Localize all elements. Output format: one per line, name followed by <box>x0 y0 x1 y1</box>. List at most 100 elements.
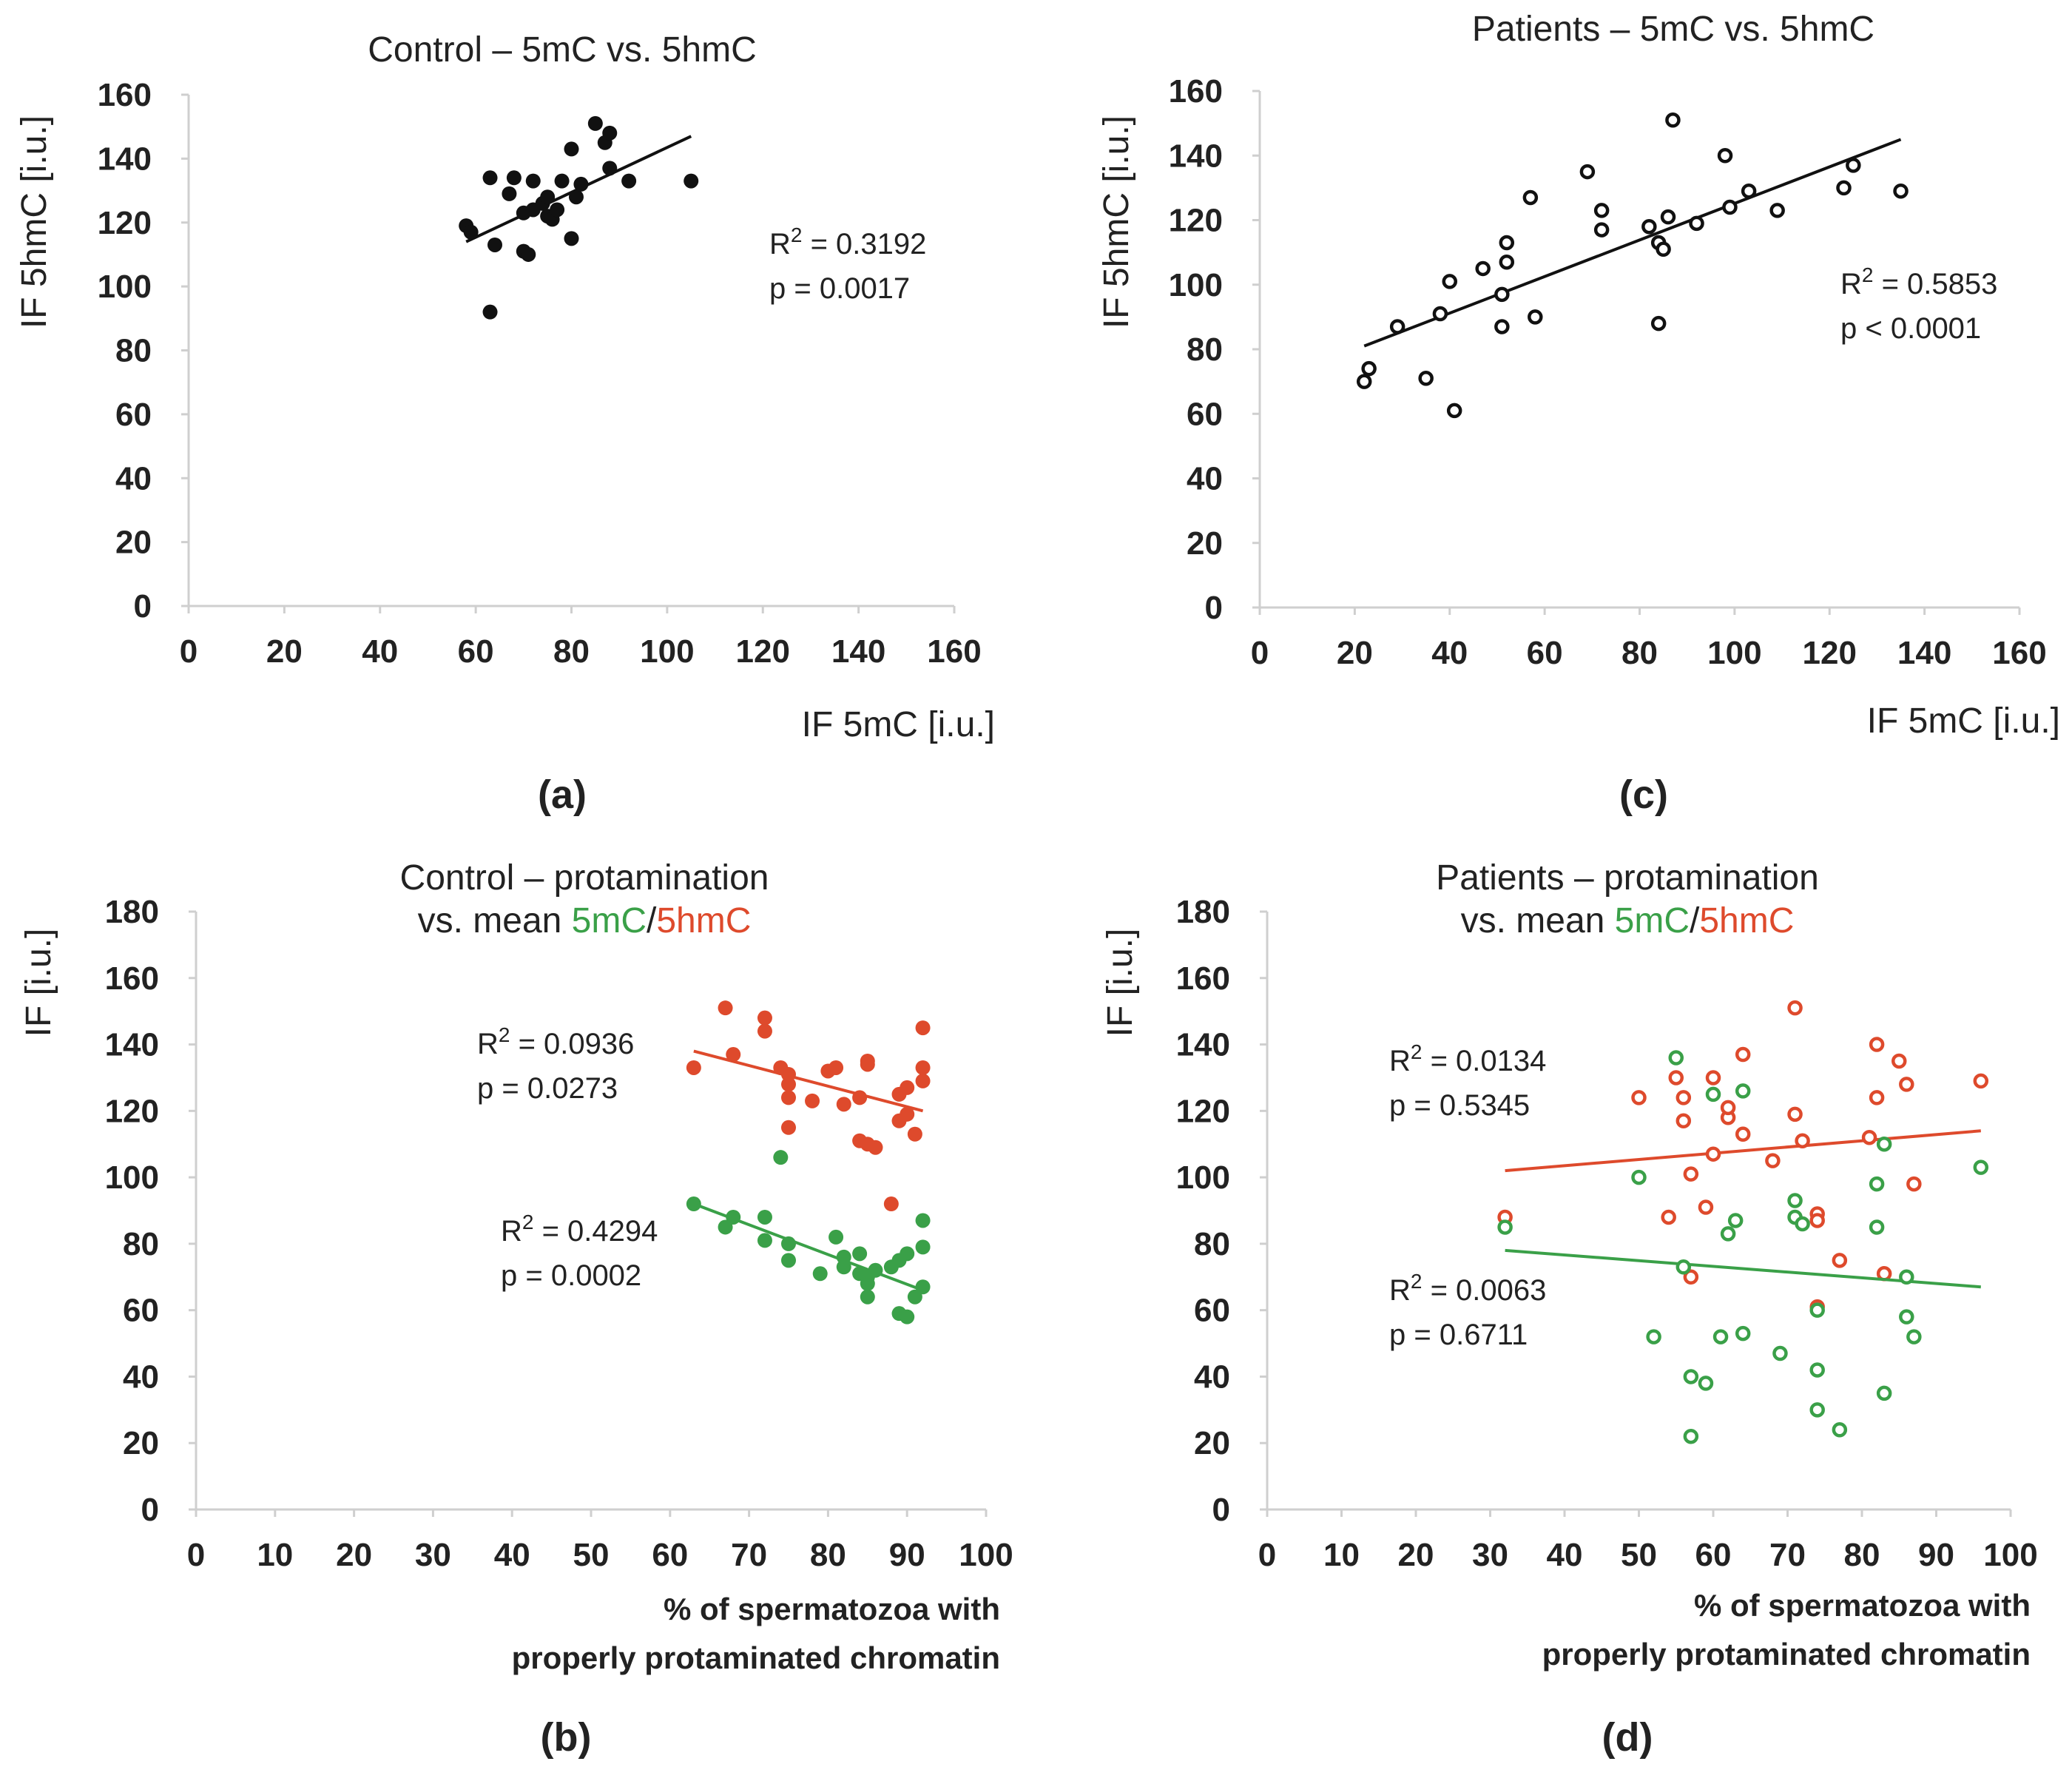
data-point <box>1499 254 1515 270</box>
x-tick-label: 160 <box>1992 635 2046 671</box>
series-patients: R2 = 0.5853 p < 0.0001 <box>1356 112 1997 419</box>
y-tick-label: 20 <box>1194 1425 1230 1461</box>
data-point <box>482 304 498 320</box>
data-point <box>1593 203 1610 218</box>
data-point <box>829 1060 844 1075</box>
data-point <box>1906 1176 1922 1192</box>
data-point <box>1656 241 1671 257</box>
panel-a: 0 20 40 60 80 100 120 140 160 0 20 40 60 80 100 120 140 1… <box>15 30 995 817</box>
x-tick-label: 10 <box>1323 1537 1360 1573</box>
data-point <box>883 1196 899 1212</box>
data-point <box>1528 309 1543 325</box>
data-point <box>1499 235 1515 251</box>
data-point <box>1668 1070 1684 1085</box>
data-point <box>1741 183 1757 199</box>
data-point <box>868 1140 883 1155</box>
data-point <box>506 170 522 186</box>
y-tick-label: 0 <box>1212 1492 1230 1528</box>
data-point <box>568 189 584 205</box>
data-point <box>686 1060 701 1075</box>
series-5mc: R2 = 0.4294 p = 0.0002 <box>501 1150 931 1324</box>
data-point <box>1442 274 1457 289</box>
data-point <box>1720 1226 1736 1242</box>
data-point <box>781 1120 796 1135</box>
data-point <box>1769 203 1785 218</box>
y-tick-label: 160 <box>1169 73 1223 110</box>
data-point <box>1676 1259 1692 1275</box>
data-point <box>550 202 565 218</box>
y-tick-label: 120 <box>98 205 152 241</box>
data-point <box>1722 199 1738 215</box>
data-point <box>915 1213 931 1228</box>
data-point <box>1809 1302 1825 1318</box>
x-tick-label: 60 <box>652 1537 688 1573</box>
x-tick-label: 40 <box>1547 1537 1583 1573</box>
data-point <box>1869 1037 1885 1052</box>
data-point <box>907 1289 922 1305</box>
x-tick-label: 30 <box>1472 1537 1508 1573</box>
x-tick-label: 140 <box>1897 635 1951 671</box>
data-point <box>1735 1325 1751 1342</box>
series-5hmc: R2 = 0.0936 p = 0.0273 <box>477 1000 931 1212</box>
data-point <box>1809 1402 1825 1418</box>
data-point <box>726 1209 741 1225</box>
data-point <box>805 1093 820 1108</box>
y-axis-label: IF [i.u.] <box>1101 929 1140 1037</box>
data-point <box>718 1219 733 1235</box>
y-tick-label: 20 <box>123 1425 159 1461</box>
x-tick-label: 0 <box>180 633 198 670</box>
y-tick-label: 160 <box>98 77 152 113</box>
y-tick-label: 40 <box>1187 461 1223 497</box>
chart-title-line: vs. mean 5mC/5hmC <box>418 901 752 940</box>
x-tick-label: 20 <box>1398 1537 1434 1573</box>
y-tick-label: 140 <box>105 1027 159 1063</box>
data-point <box>915 1060 931 1075</box>
trend-line <box>1363 138 1902 348</box>
data-point <box>1665 112 1681 128</box>
data-point <box>726 1047 741 1063</box>
p-value-label: p = 0.6711 <box>1389 1319 1528 1351</box>
x-axis-label: properly protaminated chromatin <box>512 1640 1000 1675</box>
data-point <box>1846 158 1861 173</box>
data-point <box>554 173 570 189</box>
data-point <box>1705 1070 1721 1085</box>
data-point <box>860 1057 875 1072</box>
y-tick-label: 0 <box>1205 590 1223 626</box>
r-squared-label: R2 = 0.5853 <box>1840 263 1997 300</box>
r-squared-label: R2 = 0.0063 <box>1389 1270 1546 1307</box>
data-point <box>781 1090 796 1105</box>
data-point <box>1705 1086 1721 1103</box>
r-squared-label: R2 = 0.4294 <box>501 1211 658 1248</box>
data-point <box>900 1246 915 1262</box>
data-point <box>907 1126 922 1142</box>
data-point <box>915 1073 931 1088</box>
data-point <box>812 1266 828 1282</box>
data-point <box>1641 218 1657 235</box>
data-point <box>915 1239 931 1255</box>
y-tick-label: 120 <box>1169 203 1223 239</box>
p-value-label: p = 0.0273 <box>477 1072 618 1105</box>
data-point <box>852 1090 868 1105</box>
data-point <box>1893 183 1909 199</box>
y-tick-label: 140 <box>1176 1027 1230 1063</box>
data-point <box>1809 1362 1825 1378</box>
x-tick-label: 100 <box>959 1537 1013 1573</box>
data-point <box>564 141 579 157</box>
data-point <box>757 1233 772 1248</box>
data-point <box>1650 315 1667 331</box>
chart-title-line: vs. mean 5mC/5hmC <box>1461 901 1795 940</box>
x-tick-label: 10 <box>257 1537 293 1573</box>
x-tick-label: 60 <box>1695 1537 1732 1573</box>
y-tick-label: 60 <box>1187 396 1223 432</box>
data-point <box>1836 180 1852 196</box>
data-point <box>602 161 618 176</box>
y-tick-label: 100 <box>98 269 152 305</box>
data-point <box>1832 1422 1848 1438</box>
panel-d: 0 10 20 30 40 50 60 70 80 90 100 0 20 40 60 80 100 120 140… <box>1101 858 2038 1760</box>
data-point <box>1646 1329 1661 1344</box>
x-tick-label: 20 <box>266 633 303 670</box>
data-point <box>1494 286 1510 303</box>
data-point <box>1787 1000 1803 1016</box>
data-point <box>1593 222 1610 238</box>
data-point <box>1579 164 1596 180</box>
